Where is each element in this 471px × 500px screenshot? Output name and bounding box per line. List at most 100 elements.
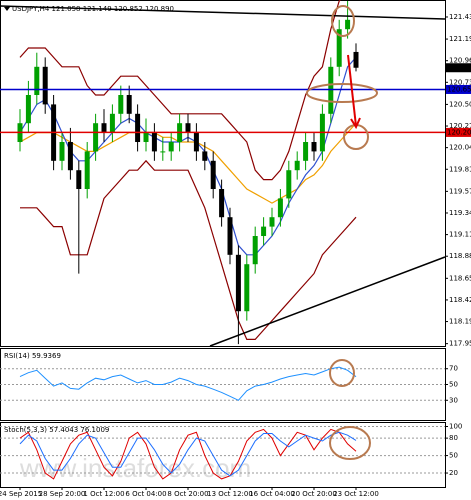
indicator-line	[19, 431, 357, 477]
y-tick-label: 80	[449, 434, 458, 442]
arrow	[347, 54, 361, 130]
y-tick-label: 121.195	[449, 35, 471, 43]
price-label-box	[446, 63, 471, 73]
y-tick-label: 50	[449, 452, 458, 460]
level-label-box	[446, 127, 471, 137]
candle-body	[303, 142, 309, 161]
annotation-circle	[331, 5, 355, 37]
candle-body	[227, 217, 233, 255]
chart-title: USDJPY,H4 121.058 121.149 120.852 120.89…	[12, 5, 174, 13]
indicator-line	[19, 428, 357, 480]
y-tick-label: 119.115	[449, 231, 471, 239]
y-tick-label: 117.955	[449, 340, 471, 348]
price-label: 120.890	[447, 64, 471, 72]
x-tick-label: 23 Oct 12:00	[333, 490, 379, 498]
annotations	[306, 5, 378, 460]
y-tick-label: 20	[449, 469, 458, 477]
y-tick-label: 70	[449, 365, 458, 373]
candle-body	[101, 123, 107, 133]
candle-body	[93, 123, 99, 152]
x-tick-label: 20 Oct 20:00	[291, 490, 337, 498]
y-tick-label: 119.345	[449, 209, 471, 217]
candle-body	[336, 29, 342, 67]
candle-body	[84, 151, 90, 190]
candle-body	[345, 19, 351, 30]
main-panel	[0, 0, 446, 347]
candle-body	[219, 189, 225, 218]
indicator-line	[19, 366, 357, 401]
candle-body	[151, 132, 157, 152]
trend-line	[209, 256, 446, 347]
candle-body	[244, 264, 250, 312]
candle-body	[193, 132, 199, 152]
candle-body	[286, 170, 292, 199]
candle-body	[34, 66, 40, 96]
y-tick-label: 121.430	[449, 13, 471, 21]
candle-body	[42, 66, 48, 105]
y-tick-label: 120.270	[449, 122, 471, 130]
x-tick-label: 13 Oct 12:00	[207, 490, 253, 498]
stoch-panel	[0, 422, 446, 488]
candle-body	[185, 123, 191, 133]
indicator-line	[19, 0, 341, 181]
annotation-circle	[329, 359, 355, 387]
y-tick-label: 120.500	[449, 100, 471, 108]
x-tick-label: 6 Oct 04:00	[125, 490, 166, 498]
candle-body	[76, 170, 82, 190]
y-tick-label: 119.575	[449, 187, 471, 195]
candle-body	[126, 95, 132, 114]
candle-body	[25, 95, 31, 124]
candle-body	[67, 142, 73, 171]
title-marker	[4, 7, 10, 11]
candle-body	[135, 113, 141, 143]
x-tick-label: 8 Oct 20:00	[167, 490, 208, 498]
y-tick-label: 119.810	[449, 165, 471, 173]
candle-body	[235, 254, 241, 312]
candle-body	[353, 51, 359, 68]
candle-body	[269, 217, 275, 227]
candle-body	[109, 113, 115, 133]
candle-body	[168, 142, 174, 152]
y-tick-label: 120.040	[449, 144, 471, 152]
y-tick-label: 120.735	[449, 78, 471, 86]
x-tick-label: 28 Sep 20:00	[39, 490, 86, 498]
candle-body	[210, 160, 216, 190]
arrow-head	[350, 117, 361, 130]
level-label: 120.659	[447, 85, 471, 93]
watermark: www.instaforex.com	[19, 453, 251, 483]
y-tick-label: 100	[449, 422, 462, 430]
candle-body	[328, 66, 334, 114]
x-tick-label: 16 Oct 04:00	[249, 490, 295, 498]
level-label: 120.202	[447, 128, 471, 136]
stoch-title: Stoch(5,3,3) 57.4043 76.1009	[4, 426, 109, 434]
candle-body	[294, 160, 300, 171]
x-tick-label: 1 Oct 12:00	[83, 490, 124, 498]
candle-body	[252, 236, 258, 265]
indicator-line	[20, 159, 357, 340]
candle-body	[261, 226, 267, 237]
candle-body	[160, 151, 166, 153]
trend-line	[0, 5, 446, 20]
y-tick-label: 118.885	[449, 252, 471, 260]
rsi-title: RSI(14) 59.9369	[4, 352, 61, 360]
y-tick-label: 118.420	[449, 296, 471, 304]
y-tick-label: 120.965	[449, 57, 471, 65]
y-tick-label: 118.650	[449, 274, 471, 282]
watermark-group: www.instaforex.com	[19, 453, 251, 483]
annotation-circle	[306, 83, 378, 103]
annotation-circle	[329, 426, 371, 460]
y-tick-label: 30	[449, 396, 458, 404]
y-tick-label: 50	[449, 381, 458, 389]
x-tick-label: 24 Sep 2015	[0, 490, 42, 498]
candle-body	[118, 95, 124, 114]
candle-body	[311, 142, 317, 152]
candle-body	[143, 132, 149, 143]
level-label-box	[446, 84, 471, 94]
candle-body	[277, 198, 283, 218]
y-tick-label: 118.190	[449, 318, 471, 326]
arrow-shaft	[347, 54, 357, 127]
